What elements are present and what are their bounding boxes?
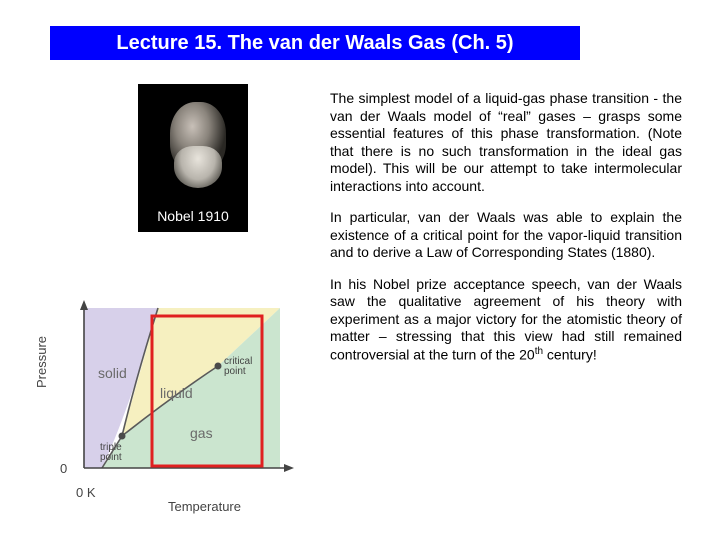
lecture-title: Lecture 15. The van der Waals Gas (Ch. 5… bbox=[116, 32, 513, 55]
phase-diagram: Pressure Temperature 0 0 K solid liquid … bbox=[40, 298, 310, 518]
portrait-caption: Nobel 1910 bbox=[157, 208, 229, 224]
paragraph-3-sup: th bbox=[535, 346, 543, 357]
x-axis-arrow bbox=[284, 464, 294, 472]
portrait-beard-shape bbox=[174, 146, 222, 188]
solid-label: solid bbox=[98, 365, 127, 381]
triple-label-2: point bbox=[100, 452, 122, 463]
paragraph-2: In particular, van der Waals was able to… bbox=[330, 209, 682, 262]
paragraph-3: In his Nobel prize acceptance speech, va… bbox=[330, 276, 682, 364]
x-axis-label: Temperature bbox=[168, 499, 241, 514]
paragraph-3a: In his Nobel prize acceptance speech, va… bbox=[330, 276, 682, 363]
paragraph-3b: century! bbox=[543, 346, 597, 362]
liquid-label: liquid bbox=[160, 385, 193, 401]
critical-point-dot bbox=[215, 363, 222, 370]
y-axis-label: Pressure bbox=[34, 336, 49, 388]
lecture-title-bar: Lecture 15. The van der Waals Gas (Ch. 5… bbox=[50, 26, 580, 60]
critical-label-2: point bbox=[224, 366, 246, 377]
y-axis-arrow bbox=[80, 300, 88, 310]
portrait-van-der-waals: Nobel 1910 bbox=[138, 84, 248, 232]
zero-label: 0 bbox=[60, 461, 67, 476]
gas-label: gas bbox=[190, 425, 213, 441]
body-text: The simplest model of a liquid-gas phase… bbox=[330, 90, 682, 378]
zero-k-label: 0 K bbox=[76, 485, 96, 500]
paragraph-1: The simplest model of a liquid-gas phase… bbox=[330, 90, 682, 195]
triple-point-dot bbox=[119, 433, 126, 440]
